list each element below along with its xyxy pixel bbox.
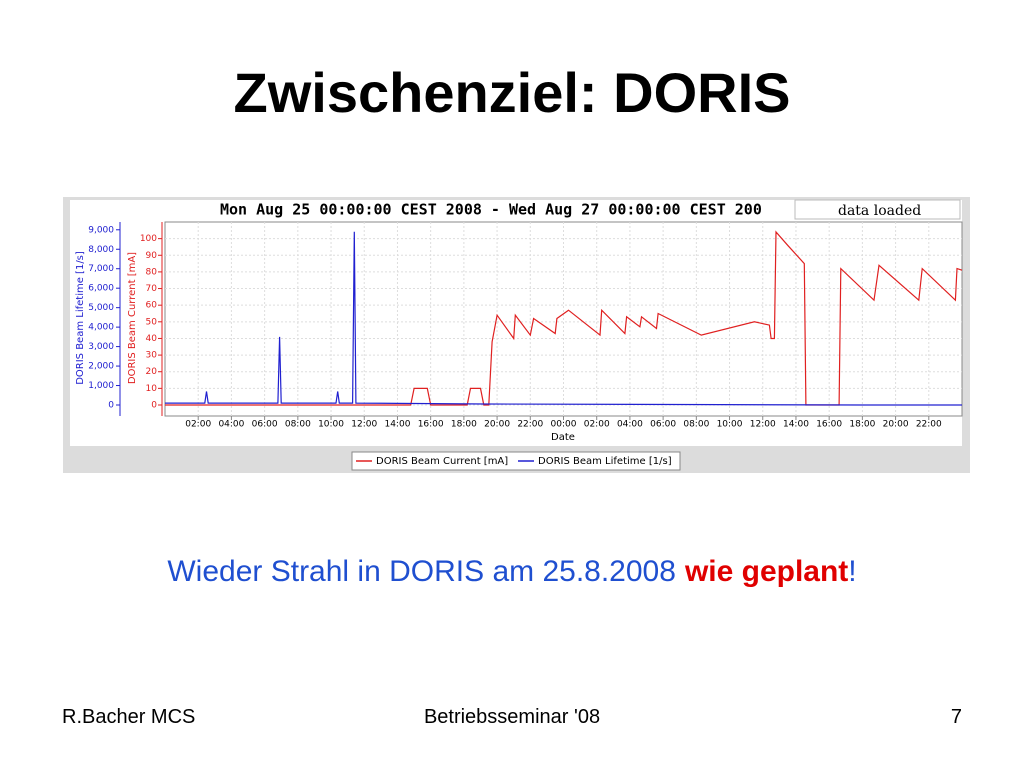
y-tick-label: 70 (146, 284, 158, 294)
x-tick-label: 02:00 (185, 420, 211, 430)
x-tick-label: 08:00 (683, 420, 709, 430)
chart-title: Mon Aug 25 00:00:00 CEST 2008 - Wed Aug … (220, 201, 762, 219)
page-number: 7 (950, 706, 962, 728)
footer-left: R.Bacher MCS (62, 706, 196, 728)
legend (351, 451, 681, 471)
title-bar (70, 200, 962, 220)
series-line (165, 231, 962, 406)
y2-tick-label: 6,000 (88, 284, 114, 294)
x-tick-label: 22:00 (517, 420, 543, 430)
y-tick-label: 50 (146, 317, 158, 327)
x-tick-label: 20:00 (484, 420, 510, 430)
x-tick-label: 00:00 (551, 420, 577, 430)
x-tick-label: 12:00 (351, 420, 377, 430)
y2-tick-label: 3,000 (88, 342, 114, 352)
y2-tick-label: 1,000 (88, 381, 114, 391)
x-tick-label: 06:00 (252, 420, 278, 430)
y-tick-label: 60 (146, 301, 158, 311)
y2-tick-label: 9,000 (88, 225, 114, 235)
y2-axis-label: DORIS Beam Lifetime [1/s] (75, 251, 86, 385)
y-tick-label: 80 (146, 267, 158, 277)
y2-tick-label: 0 (108, 401, 114, 411)
caption-text: Wieder Strahl in DORIS am 25.8.2008 (167, 555, 676, 588)
x-tick-label: 20:00 (883, 420, 909, 430)
y-tick-label: 90 (146, 251, 158, 261)
status-box (794, 199, 961, 220)
x-tick-label: 16:00 (816, 420, 842, 430)
y2-tick-label: 5,000 (88, 303, 114, 313)
x-tick-label: 04:00 (218, 420, 244, 430)
x-tick-label: 18:00 (849, 420, 875, 430)
y-tick-label: 20 (146, 367, 158, 377)
caption: Wieder Strahl in DORIS am 25.8.2008 wie g… (0, 555, 1024, 589)
x-tick-label: 10:00 (318, 420, 344, 430)
x-tick-label: 12:00 (750, 420, 776, 430)
x-tick-label: 02:00 (584, 420, 610, 430)
x-axis-label: Date (551, 432, 575, 443)
slide-title: Zwischenziel: DORIS (233, 61, 791, 124)
y2-tick-label: 2,000 (88, 362, 114, 372)
series-line (165, 230, 963, 406)
y-axis-label: DORIS Beam Current [mA] (127, 252, 138, 384)
legend-label: DORIS Beam Lifetime [1/s] (538, 456, 672, 467)
x-tick-label: 04:00 (617, 420, 643, 430)
x-tick-label: 08:00 (285, 420, 311, 430)
x-tick-label: 14:00 (783, 420, 809, 430)
x-tick-label: 22:00 (916, 420, 942, 430)
y2-tick-label: 4,000 (88, 323, 114, 333)
x-tick-label: 10:00 (717, 420, 743, 430)
caption-emphasis: wie geplant (684, 555, 849, 588)
y-tick-label: 10 (146, 384, 158, 394)
y-tick-label: 100 (140, 234, 157, 244)
y2-tick-label: 7,000 (88, 264, 114, 274)
status-text: data loaded (838, 203, 921, 219)
footer-center: Betriebsseminar '08 (423, 706, 601, 728)
x-tick-label: 18:00 (451, 420, 477, 430)
x-tick-label: 14:00 (384, 420, 410, 430)
caption-end: ! (848, 555, 857, 588)
legend-label: DORIS Beam Current [mA] (376, 456, 508, 467)
y-tick-label: 40 (146, 334, 158, 344)
y2-tick-label: 8,000 (88, 245, 114, 255)
x-tick-label: 06:00 (650, 420, 676, 430)
y-tick-label: 0 (151, 401, 157, 411)
x-tick-label: 16:00 (418, 420, 444, 430)
y-tick-label: 30 (146, 351, 158, 361)
